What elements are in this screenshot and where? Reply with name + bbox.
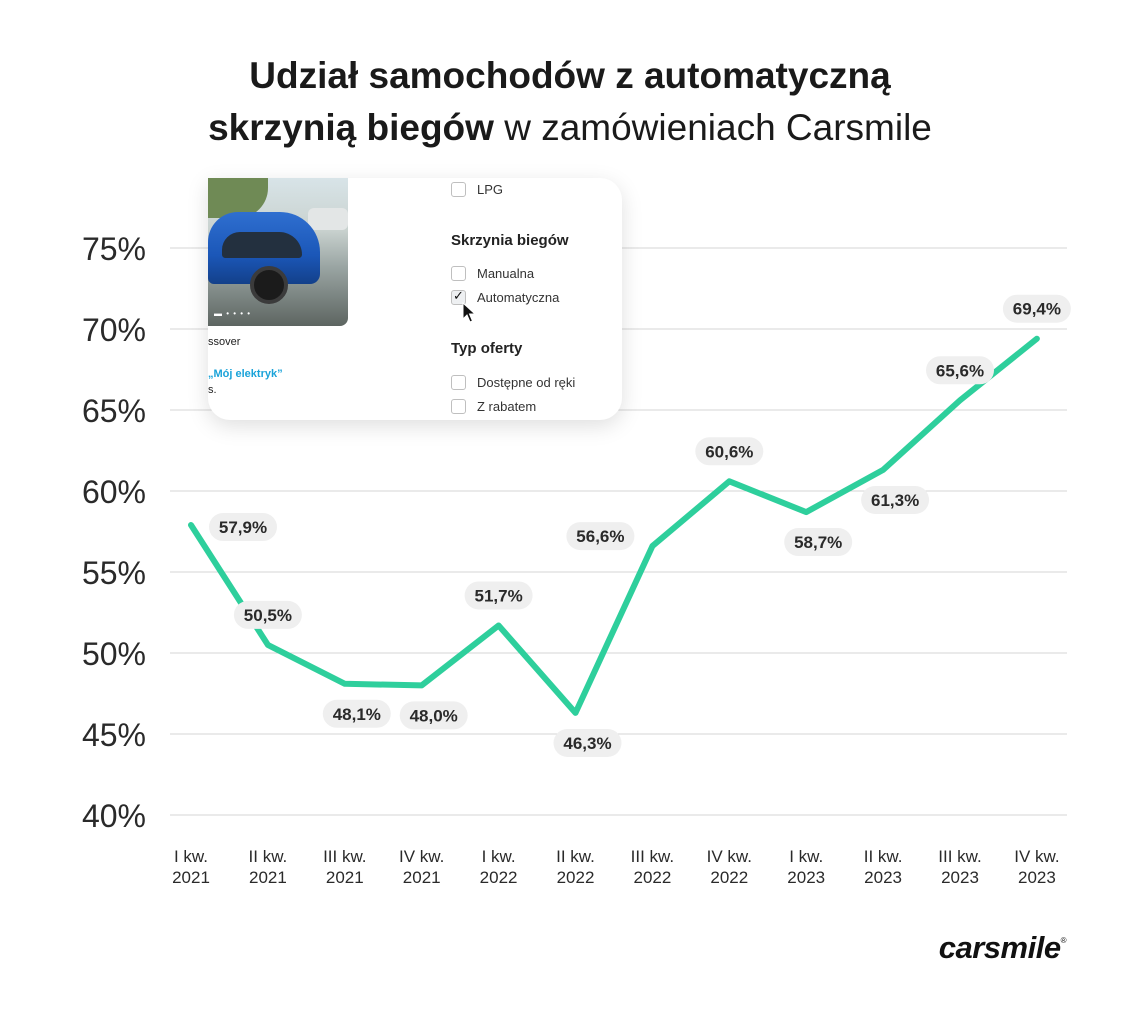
y-tick-label: 55% xyxy=(82,555,146,591)
checkbox-box[interactable] xyxy=(451,375,466,390)
data-label-text: 48,0% xyxy=(410,706,458,725)
x-tick-label: II kw. 2021 xyxy=(249,847,288,887)
data-label-text: 50,5% xyxy=(244,606,292,625)
checkbox-box[interactable] xyxy=(451,399,466,414)
data-label: 46,3% xyxy=(553,728,622,757)
data-label: 48,1% xyxy=(322,699,391,728)
data-label: 60,6% xyxy=(695,437,764,466)
y-tick-label: 50% xyxy=(82,636,146,672)
checkbox-label: Manualna xyxy=(477,266,535,281)
data-label: 51,7% xyxy=(464,581,533,610)
series-line xyxy=(188,335,1040,716)
checkbox-label: Dostępne od ręki xyxy=(477,375,576,390)
data-label-text: 60,6% xyxy=(705,442,753,461)
checkbox-box[interactable] xyxy=(451,182,466,197)
data-label-bg xyxy=(553,728,622,757)
car-wheel-shape xyxy=(250,266,288,304)
checkbox-label: Automatyczna xyxy=(477,290,560,305)
offer-text-fragment: s. xyxy=(208,384,217,396)
x-tick-label: III kw. 2022 xyxy=(631,847,674,887)
y-tick-label: 75% xyxy=(82,231,146,267)
data-label-bg xyxy=(926,356,994,385)
offer-type-heading: Typ oferty xyxy=(451,340,523,357)
data-label-bg xyxy=(566,522,635,551)
x-tick-label: I kw. 2023 xyxy=(787,847,825,887)
checkbox-lpg[interactable]: LPG xyxy=(451,182,503,197)
carousel-dots[interactable]: ▬ • • • • xyxy=(214,309,252,318)
data-label: 61,3% xyxy=(861,485,930,514)
data-label-bg xyxy=(1002,294,1071,323)
data-label-text: 57,9% xyxy=(219,518,267,537)
checkbox-available-now[interactable]: Dostępne od ręki xyxy=(451,375,575,390)
data-label-bg xyxy=(322,699,391,728)
offer-link[interactable]: „Mój elektryk” xyxy=(208,368,283,380)
x-tick-label: I kw. 2021 xyxy=(172,847,210,887)
data-label: 57,9% xyxy=(209,513,277,542)
x-tick-label: III kw. 2021 xyxy=(323,847,366,887)
data-label-bg xyxy=(861,485,930,514)
data-label: 65,6% xyxy=(926,356,994,385)
data-label: 56,6% xyxy=(566,522,635,551)
checkbox-box[interactable] xyxy=(451,266,466,281)
gearbox-heading: Skrzynia biegów xyxy=(451,232,569,249)
x-tick-label: IV kw. 2023 xyxy=(1014,847,1059,887)
data-label: 69,4% xyxy=(1002,294,1071,323)
data-label-bg xyxy=(464,581,533,610)
mouse-cursor-icon xyxy=(462,302,476,323)
carsmile-logo: carsmile® xyxy=(938,930,1067,966)
x-tick-label: IV kw. 2022 xyxy=(707,847,752,887)
data-label-bg xyxy=(399,701,468,730)
y-tick-label: 70% xyxy=(82,312,146,348)
x-axis-ticks: I kw. 2021 II kw. 2021 III kw. 2021 IV kw. 2021… xyxy=(172,847,1059,887)
chart-title: Udział samochodów z automatyczną skrzyni… xyxy=(0,50,1140,154)
data-label-text: 61,3% xyxy=(871,491,919,510)
offer-name-fragment: ssover xyxy=(208,336,241,348)
logo-text: carsmile xyxy=(938,930,1061,965)
filter-panel-screenshot: ▬ • • • • ssover „Mój elektryk” s. LPG S… xyxy=(208,178,622,420)
data-label-text: 48,1% xyxy=(333,705,381,724)
data-label-text: 69,4% xyxy=(1013,300,1061,319)
data-label: 58,7% xyxy=(784,528,853,557)
checkbox-label: Z rabatem xyxy=(477,399,537,414)
data-label-bg xyxy=(233,600,302,629)
data-label-bg xyxy=(695,437,764,466)
title-line2-bold: skrzynią biegów xyxy=(208,107,494,148)
car-window-shape xyxy=(222,232,302,258)
registered-mark: ® xyxy=(1060,936,1067,945)
checkbox-box-checked[interactable] xyxy=(451,288,466,305)
title-line2-light: w zamówieniach Carsmile xyxy=(504,107,932,148)
checkbox-label: LPG xyxy=(477,182,504,197)
checkbox-automatic[interactable]: Automatyczna xyxy=(451,288,560,305)
x-tick-label: III kw. 2023 xyxy=(938,847,981,887)
data-label-bg xyxy=(784,528,853,557)
checkbox-discount[interactable]: Z rabatem xyxy=(451,399,536,414)
y-tick-label: 60% xyxy=(82,474,146,510)
data-label-text: 46,3% xyxy=(563,734,611,753)
data-label: 48,0% xyxy=(399,701,468,730)
x-tick-label: II kw. 2022 xyxy=(556,847,595,887)
title-line1: Udział samochodów z automatyczną xyxy=(249,55,891,96)
x-tick-label: I kw. 2022 xyxy=(480,847,518,887)
data-label-bg xyxy=(209,513,277,542)
x-tick-label: IV kw. 2021 xyxy=(399,847,444,887)
y-tick-label: 45% xyxy=(82,717,146,753)
data-label-text: 51,7% xyxy=(474,586,522,605)
data-label-text: 58,7% xyxy=(794,533,842,552)
data-label: 50,5% xyxy=(233,600,302,629)
data-labels: 57,9% 50,5% 48,1% 48,0% 51,7% 46,3% 56,6% 60,6%… xyxy=(209,294,1071,757)
y-axis-ticks: 40% 45% 50% 55% 60% 65% 70% 75% xyxy=(82,231,146,834)
data-label-text: 65,6% xyxy=(936,361,984,380)
background-car-shape xyxy=(308,208,348,230)
x-tick-label: II kw. 2023 xyxy=(864,847,903,887)
series-polyline xyxy=(188,335,1040,716)
y-tick-label: 40% xyxy=(82,798,146,834)
car-photo: ▬ • • • • xyxy=(208,178,348,326)
y-tick-label: 65% xyxy=(82,393,146,429)
checkbox-manual[interactable]: Manualna xyxy=(451,266,534,281)
data-label-text: 56,6% xyxy=(576,527,624,546)
